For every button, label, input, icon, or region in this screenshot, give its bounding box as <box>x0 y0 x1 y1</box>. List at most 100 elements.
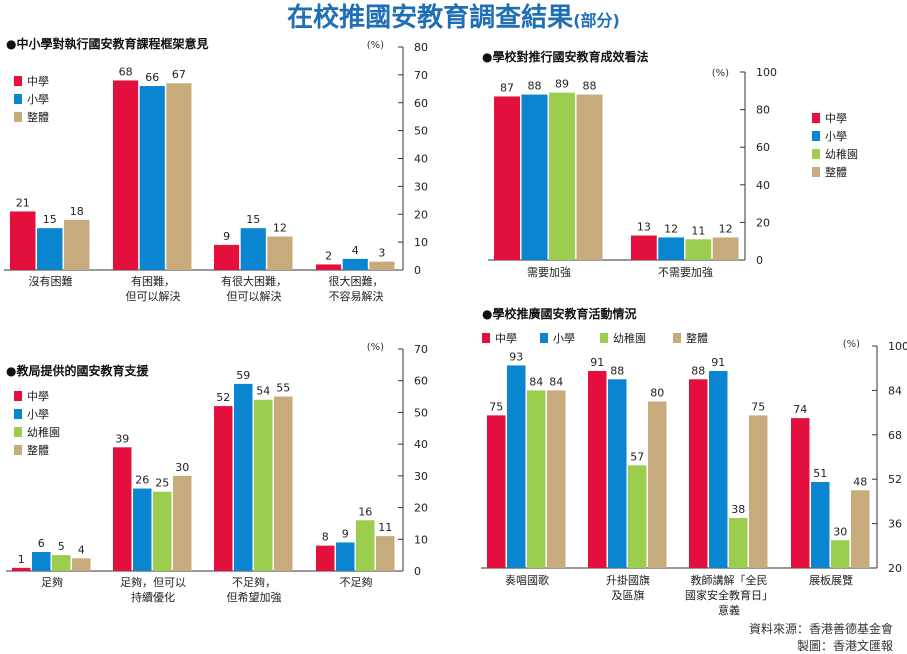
chart-1-bar <box>10 211 36 270</box>
chart-2-y-tick-label: 80 <box>756 104 770 117</box>
chart-1-data-label: 67 <box>172 68 186 81</box>
chart-2-bar <box>521 94 548 260</box>
category-label-line: 有很大困難， <box>221 274 287 288</box>
chart-3-legend-swatch <box>14 427 22 437</box>
chart-2-data-label: 12 <box>664 222 678 235</box>
chart-1-bar <box>267 236 293 270</box>
chart-1-data-label: 68 <box>119 65 133 78</box>
chart-2-unit-label: (%) <box>712 68 729 79</box>
main-title-text: 在校推國安教育調查結果 <box>287 3 574 33</box>
chart-4-data-label: 48 <box>853 475 867 488</box>
chart-1-y-tick-label: 40 <box>414 153 428 166</box>
chart-2-data-label: 87 <box>500 81 514 94</box>
chart-1-bar <box>37 228 63 270</box>
chart-1-bar <box>316 264 342 270</box>
chart-3-data-label: 59 <box>236 369 250 382</box>
chart-4-data-label: 30 <box>833 525 847 538</box>
category-label-line: 不足夠 <box>340 576 373 589</box>
category-label-line: 很大困難， <box>329 274 384 288</box>
chart-4-bar <box>831 540 850 568</box>
chart-2-category-label: 需要加強 <box>527 266 571 279</box>
chart-4-bar <box>689 379 708 568</box>
chart-1-category-label: 沒有困難 <box>29 274 73 288</box>
chart-4-data-label: 93 <box>509 350 523 363</box>
chart-4-data-label: 84 <box>549 375 563 388</box>
chart-1-legend-label: 整體 <box>27 110 49 124</box>
chart-1-bar <box>64 219 90 270</box>
category-label-line: 有困難， <box>131 274 175 288</box>
category-label-line: 不足夠， <box>232 576 276 589</box>
chart-3-data-label: 25 <box>155 477 169 490</box>
chart-1-title: ●中小學對執行國安教育課程框架意見 <box>6 36 208 51</box>
chart-2-legend-swatch <box>812 131 820 141</box>
chart-3-data-label: 30 <box>175 461 189 474</box>
category-label-line: 持續優化 <box>131 590 175 604</box>
chart-4-bar <box>791 418 810 568</box>
category-label-line: 沒有困難 <box>29 274 73 288</box>
category-label-line: 國家安全教育日」 <box>685 588 773 602</box>
chart-4-legend-swatch <box>600 333 608 343</box>
chart-1-bar <box>214 244 240 270</box>
chart-4-data-label: 38 <box>731 503 745 516</box>
chart-2-data-label: 13 <box>637 221 651 234</box>
chart-3-bar <box>376 536 395 571</box>
chart-1-data-label: 12 <box>273 222 287 235</box>
chart-2-legend-label: 幼稚園 <box>825 148 858 161</box>
chart-3-data-label: 4 <box>78 543 85 556</box>
chart-4-data-label: 91 <box>711 356 725 369</box>
chart-1-data-label: 4 <box>352 244 359 257</box>
chart-3-bar <box>133 488 152 571</box>
chart-2-legend-label: 中學 <box>825 112 847 125</box>
main-title: 在校推國安教育調查結果(部分) <box>0 2 907 37</box>
category-label-line: 不需要加強 <box>658 266 713 279</box>
chart-3-data-label: 6 <box>38 537 45 550</box>
chart-3-legend-swatch <box>14 391 22 401</box>
chart-4-data-label: 80 <box>650 387 664 400</box>
category-label-line: 足夠，但可以 <box>120 576 186 589</box>
category-label-line: 升掛國旗 <box>606 573 650 587</box>
chart-4-y-tick-label: 100 <box>888 340 907 353</box>
chart-2-data-label: 89 <box>555 78 569 91</box>
chart-1-legend-swatch <box>14 94 22 104</box>
chart-1-bar <box>369 261 395 270</box>
chart-4-data-label: 84 <box>529 375 543 388</box>
chart-4-bar <box>811 481 830 568</box>
chart-4-legend-swatch <box>540 333 548 343</box>
chart-1-category-label: 有很大困難，但可以解決 <box>221 274 287 303</box>
category-label-line: 但可以解決 <box>227 289 282 303</box>
chart-3-legend-swatch <box>14 409 22 419</box>
chart-3-bar <box>12 567 31 571</box>
chart-3-data-label: 1 <box>18 553 25 566</box>
chart-1-legend-swatch <box>14 76 22 86</box>
category-label-line: 奏唱國歌 <box>505 573 549 587</box>
chart-4-bar <box>628 465 647 568</box>
chart-3-bar <box>173 475 192 571</box>
chart-1-category-label: 很大困難，不容易解決 <box>329 274 384 303</box>
chart-1-data-label: 18 <box>70 205 84 218</box>
chart-4-bar <box>749 415 768 568</box>
chart-1-y-tick-label: 30 <box>414 180 428 193</box>
chart-3-data-label: 9 <box>342 527 349 540</box>
chart-3-category-label: 足夠，但可以持續優化 <box>120 576 186 604</box>
chart-3-bar <box>113 447 132 571</box>
chart-1-category-label: 有困難，但可以解決 <box>126 274 181 303</box>
chart-1-y-tick-label: 70 <box>414 69 428 82</box>
chart-1-bar <box>240 228 266 270</box>
chart-4-y-tick-label: 52 <box>888 473 902 486</box>
chart-4-legend-label: 整體 <box>686 331 708 345</box>
chart-2-legend-swatch <box>812 149 820 159</box>
chart-1-y-tick-label: 20 <box>414 208 428 221</box>
chart-2-bar <box>549 92 575 261</box>
chart-3-data-label: 52 <box>216 391 230 404</box>
chart-3-bar <box>72 558 91 571</box>
chart-4-y-tick-label: 20 <box>888 562 902 575</box>
chart-1-legend-label: 中學 <box>27 75 49 88</box>
chart-4-y-tick-label: 68 <box>888 429 902 442</box>
chart-3-data-label: 5 <box>58 540 65 553</box>
category-label-line: 教師講解「全民 <box>691 573 768 587</box>
chart-2-data-label: 88 <box>583 80 597 93</box>
chart-1-y-tick-label: 60 <box>414 97 428 110</box>
chart-4-legend-swatch <box>482 333 490 343</box>
chart-4-category-label: 升掛國旗及區旗 <box>606 573 650 602</box>
chart-2-legend-label: 小學 <box>825 130 847 143</box>
